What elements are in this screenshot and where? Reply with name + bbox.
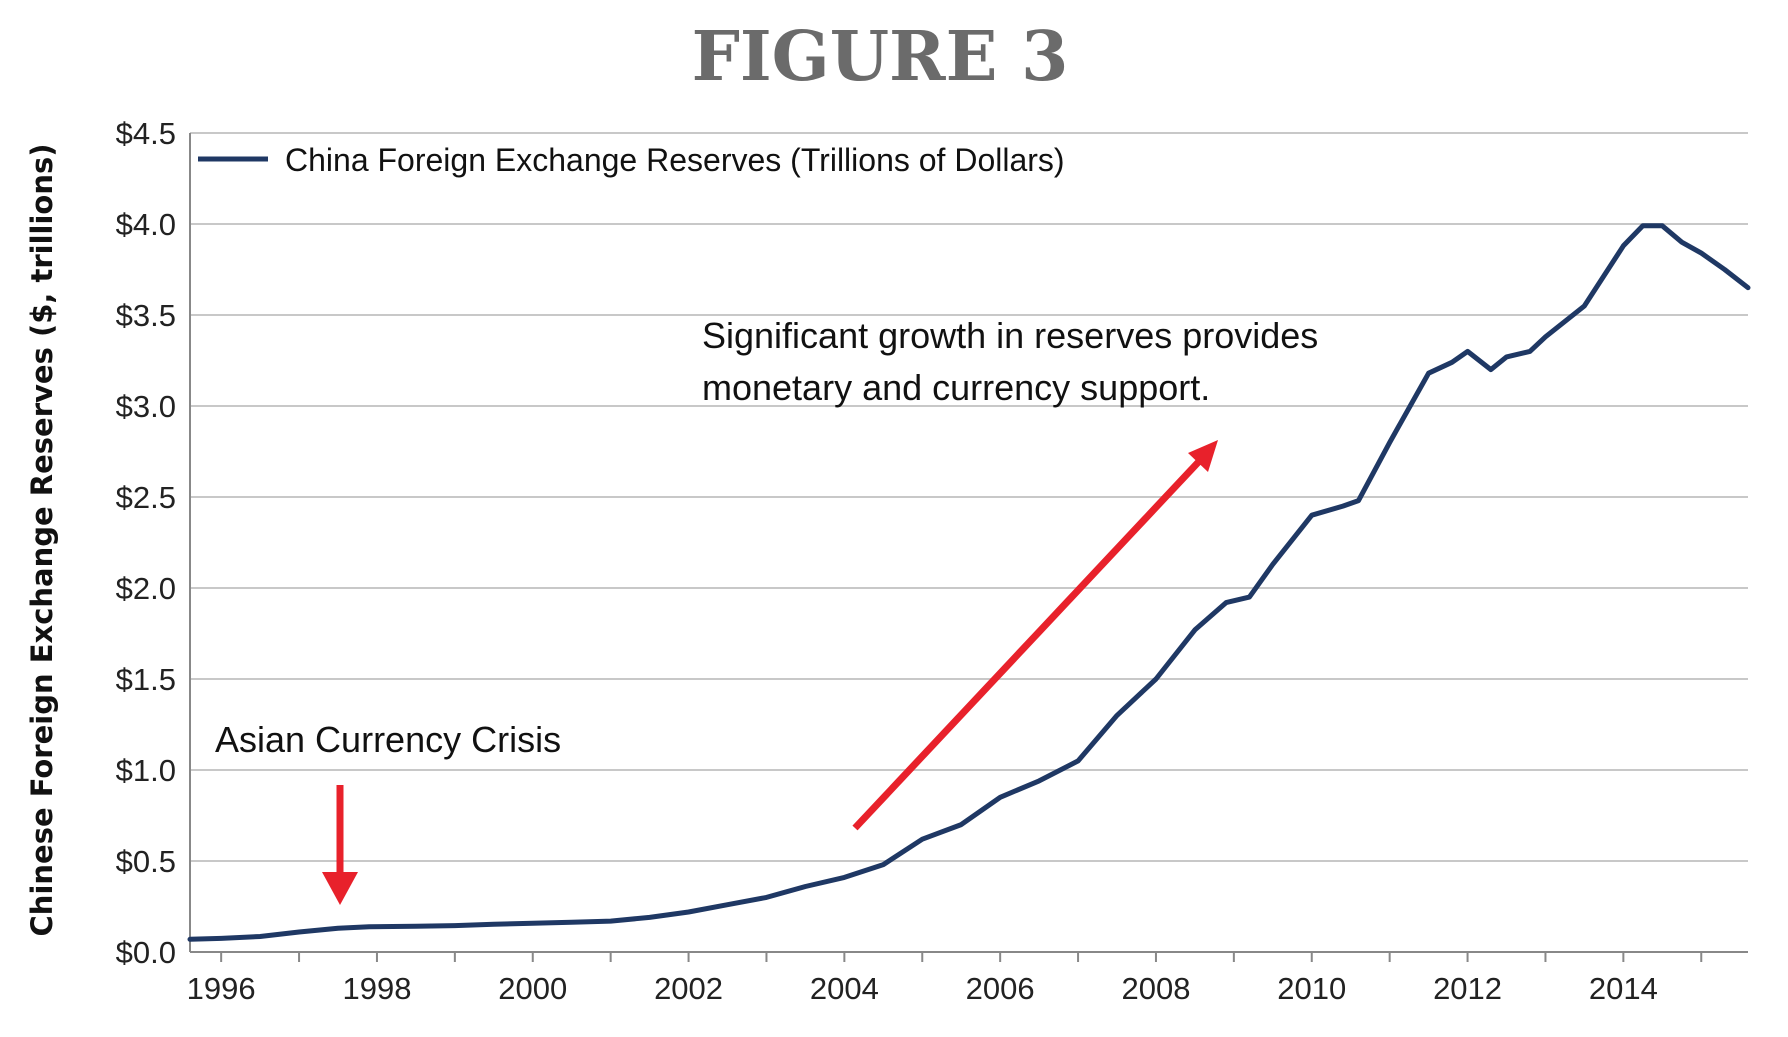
y-tick-label: $4.5 [116,116,176,151]
legend-label: China Foreign Exchange Reserves (Trillio… [285,142,1065,178]
y-ticks: $0.0 $0.5 $1.0 $1.5 $2.0 $2.5 $3.0 $3.5 $4.0 $4.5 [116,116,176,970]
x-tick-label: 2010 [1277,971,1346,1006]
annotation-growth-line2: monetary and currency support. [702,367,1210,408]
y-tick-label: $2.5 [116,480,176,515]
x-tick-label: 2008 [1121,971,1190,1006]
y-tick-label: $1.0 [116,753,176,788]
grid-lines [190,132,1748,862]
y-tick-label: $0.5 [116,844,176,879]
y-tick-label: $2.0 [116,571,176,606]
x-tick-label: 1996 [187,971,256,1006]
x-tick-label: 2002 [654,971,723,1006]
annotation-asian-crisis: Asian Currency Crisis [215,719,561,760]
series-line-reserves [187,223,1751,942]
x-tick-label: 2004 [810,971,879,1006]
x-tick-label: 2006 [966,971,1035,1006]
figure-title: FIGURE 3 [692,17,1069,97]
x-tick-label: 2012 [1433,971,1502,1006]
arrow-up [852,440,1218,831]
y-tick-label: $3.0 [116,389,176,424]
legend: China Foreign Exchange Reserves (Trillio… [198,142,1065,178]
y-tick-label: $4.0 [116,207,176,242]
x-ticks: 1996 1998 2000 2002 2004 2006 2008 2010 2012 2014 [187,952,1703,1006]
x-tick-label: 2014 [1589,971,1658,1006]
x-tick-label: 2000 [498,971,567,1006]
y-tick-label: $1.5 [116,662,176,697]
annotation-growth-line1: Significant growth in reserves provides [702,315,1318,356]
y-tick-label: $0.0 [116,935,176,970]
x-tick-label: 1998 [342,971,411,1006]
arrow-down [322,785,358,905]
y-tick-label: $3.5 [116,298,176,333]
y-axis-label: Chinese Foreign Exchange Reserves ($, tr… [25,144,59,937]
